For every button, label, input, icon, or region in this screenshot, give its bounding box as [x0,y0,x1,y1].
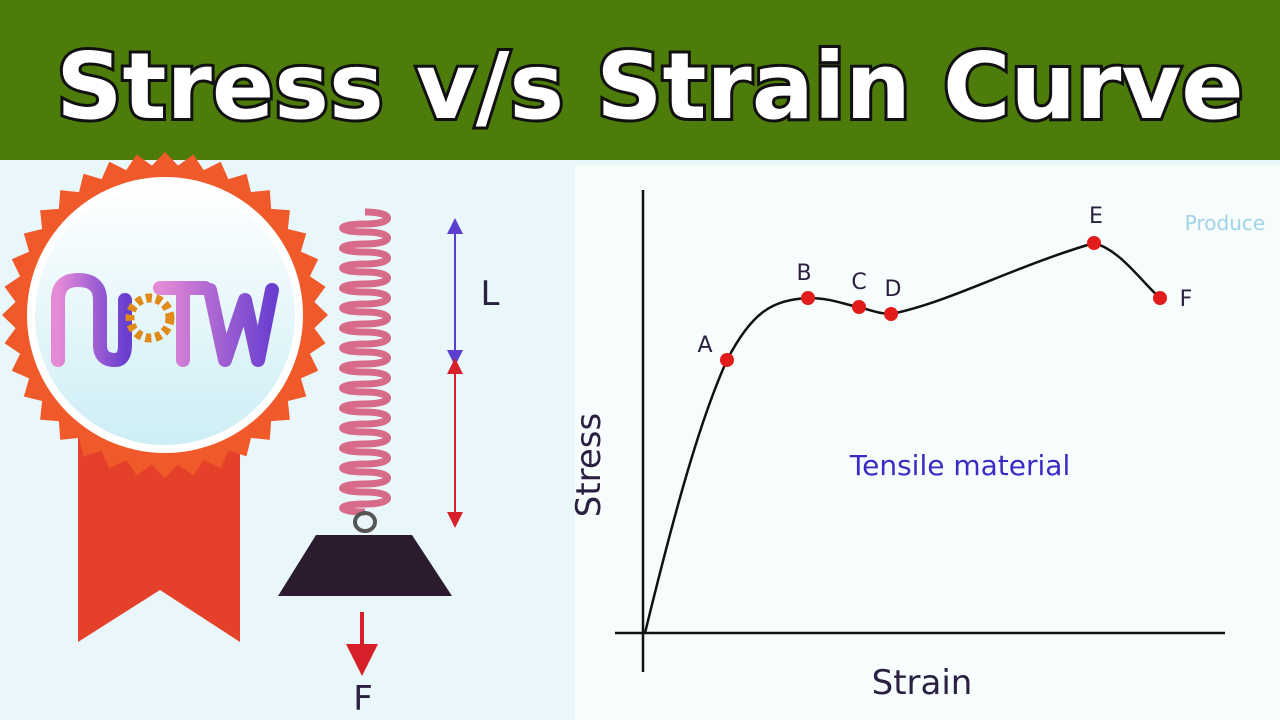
spring [339,208,391,516]
ribbon [78,420,240,642]
point [884,307,898,321]
point [801,291,815,305]
logo-tw [153,281,279,367]
logo-gear [125,293,175,343]
graph-panel [575,165,1280,720]
badge-inner [35,185,295,445]
force-label: F [353,679,373,719]
point-label: B [796,261,811,286]
point-label: C [851,270,866,295]
caption: Tensile material [849,449,1070,482]
logo-m [51,272,132,368]
point-label: D [885,277,902,302]
length-label: L [481,274,500,314]
hook [353,511,377,533]
points: A B C D E F [697,204,1192,367]
point [852,300,866,314]
point-label: E [1089,204,1103,229]
weight [278,535,452,596]
y-axis-label: Stress [569,413,609,518]
header-bar [0,0,1280,160]
title: Stress v/s Strain Curve [56,33,1243,140]
watermark: Produce [1185,211,1265,235]
point [1087,236,1101,250]
x-axis-label: Strain [872,663,973,703]
point [1153,291,1167,305]
point-label: A [697,333,712,358]
point-label: F [1180,287,1193,312]
point [720,353,734,367]
